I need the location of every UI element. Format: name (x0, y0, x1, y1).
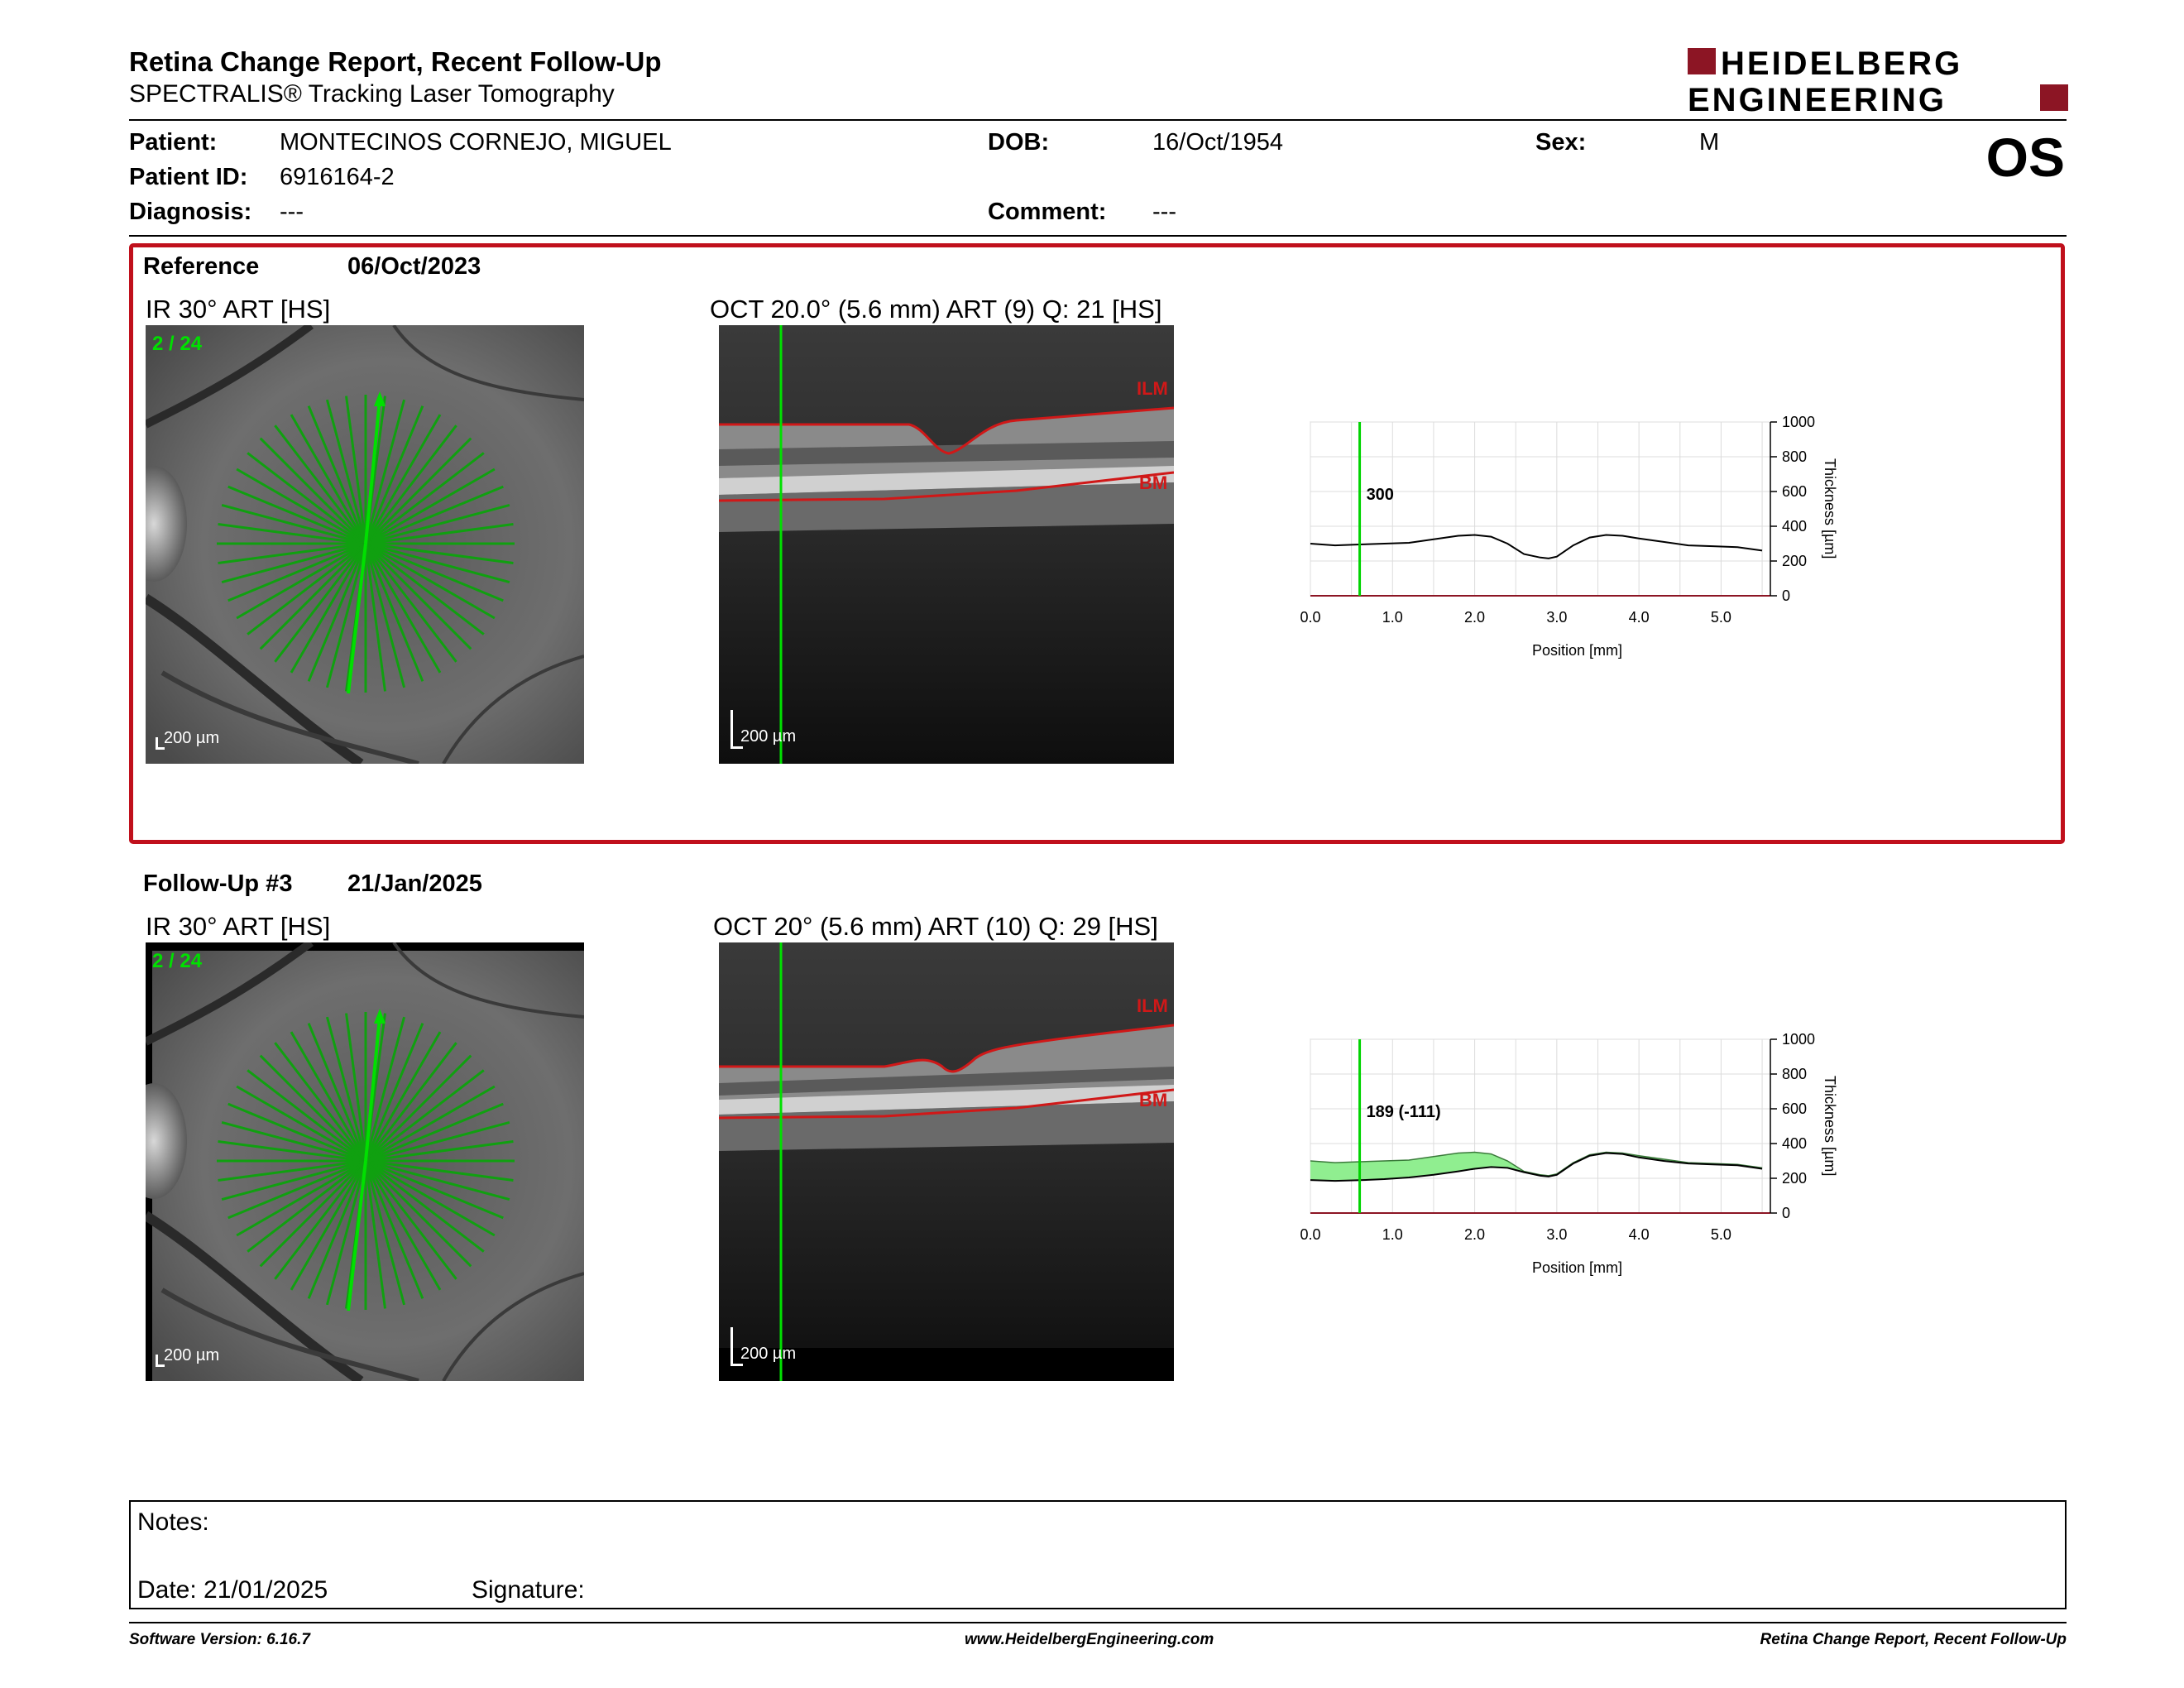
followup-chart-y-tick: 800 (1782, 1066, 1807, 1082)
followup-bm-label: BM (1139, 1090, 1167, 1110)
followup-ir-scalebar (156, 1355, 165, 1367)
reference-chart-y-tick: 400 (1782, 518, 1807, 535)
followup-oct-bscan[interactable]: ILM BM 200 µm (719, 942, 1174, 1381)
reference-ir-scalebar (156, 737, 165, 750)
patient-id-label: Patient ID: (129, 164, 248, 190)
followup-ilm-label: ILM (1137, 995, 1168, 1016)
followup-thickness-chart[interactable]: 0.0 1.0 2.0 3.0 4.0 5.0 0 200 400 600 800 1000 Posit… (1291, 1023, 1870, 1288)
reference-chart-x-tick: 2.0 (1464, 609, 1485, 626)
comment: --- (1152, 199, 1176, 225)
website-link[interactable]: www.HeidelbergEngineering.com (965, 1631, 1214, 1648)
comment-label: Comment: (988, 199, 1107, 225)
reference-chart-ylabel: Thickness [µm] (1822, 458, 1838, 559)
diagnosis-label: Diagnosis: (129, 199, 252, 225)
dob-label: DOB: (988, 129, 1050, 156)
reference-ir-label: IR 30° ART [HS] (146, 295, 331, 324)
followup-chart-x-tick: 0.0 (1300, 1226, 1320, 1243)
reference-oct-bscan[interactable]: ILM BM 200 µm (719, 325, 1174, 764)
reference-ir-scale: 200 µm (164, 729, 220, 747)
followup-chart-y-tick: 0 (1782, 1205, 1790, 1221)
followup-date: 21/Jan/2025 (347, 870, 482, 897)
patient-id: 6916164-2 (280, 164, 395, 190)
footer-report-name: Retina Change Report, Recent Follow-Up (1760, 1631, 2067, 1648)
reference-chart-y-tick: 0 (1782, 587, 1790, 604)
reference-chart-xlabel: Position [mm] (1532, 642, 1622, 659)
logo-line1: HEIDELBERG (1721, 46, 1962, 82)
logo-line2: ENGINEERING (1688, 82, 1947, 114)
followup-chart-x-tick: 2.0 (1464, 1226, 1485, 1243)
reference-oct-scalebar (730, 710, 743, 749)
followup-chart-x-tick: 4.0 (1629, 1226, 1650, 1243)
followup-chart-difference-area (1310, 1152, 1763, 1182)
reference-ir-image[interactable]: 2 / 24 200 µm (146, 325, 584, 764)
reference-bm-label: BM (1139, 472, 1167, 493)
followup-oct-label: OCT 20° (5.6 mm) ART (10) Q: 29 [HS] (713, 912, 1158, 941)
sex: M (1699, 129, 1720, 156)
followup-chart-series-current (1310, 1152, 1763, 1182)
reference-frame (129, 243, 2065, 844)
patient-divider (129, 235, 2067, 237)
followup-ir-image[interactable]: 2 / 24 200 µm (146, 942, 584, 1381)
signature-label: Signature: (472, 1576, 585, 1604)
reference-chart-y-tick: 600 (1782, 483, 1807, 500)
followup-chart-annotation: 189 (-111) (1367, 1103, 1441, 1121)
followup-ir-label: IR 30° ART [HS] (146, 912, 331, 941)
reference-oct-label: OCT 20.0° (5.6 mm) ART (9) Q: 21 [HS] (710, 295, 1162, 324)
reference-chart-x-tick: 5.0 (1711, 609, 1731, 626)
followup-chart-plot-area (1310, 1038, 1771, 1214)
followup-chart-x-tick: 5.0 (1711, 1226, 1731, 1243)
followup-ir-counter: 2 / 24 (152, 950, 203, 972)
reference-chart-x-tick: 1.0 (1382, 609, 1403, 626)
report-subtitle: SPECTRALIS® Tracking Laser Tomography (129, 80, 615, 108)
followup-chart-x-tick: 3.0 (1546, 1226, 1567, 1243)
reference-chart-plot-area (1310, 421, 1771, 597)
eye-indicator: OS (1985, 127, 2065, 188)
reference-ilm-label: ILM (1137, 378, 1168, 399)
reference-chart-annotation: 300 (1367, 486, 1394, 504)
followup-chart-xlabel: Position [mm] (1532, 1259, 1622, 1276)
followup-chart-series-reference (1310, 1151, 1763, 1177)
software-version: Software Version: 6.16.7 (129, 1631, 310, 1648)
followup-chart-x-tick: 1.0 (1382, 1226, 1403, 1243)
followup-chart-y-tick: 200 (1782, 1170, 1807, 1187)
diagnosis: --- (280, 199, 304, 225)
followup-chart-ylabel: Thickness [µm] (1822, 1076, 1838, 1176)
notes-box[interactable]: Notes: Date: 21/01/2025 Signature: (129, 1500, 2067, 1609)
footer-divider (129, 1622, 2067, 1623)
followup-scan-pattern (217, 1012, 515, 1310)
reference-chart-x-tick: 0.0 (1300, 609, 1320, 626)
reference-chart-series (1310, 534, 1763, 559)
notes-date: Date: 21/01/2025 (137, 1576, 328, 1604)
followup-ir-scale: 200 µm (164, 1346, 220, 1364)
followup-oct-scale: 200 µm (740, 1345, 797, 1363)
sex-label: Sex: (1535, 129, 1587, 156)
followup-oct-scalebar (730, 1327, 743, 1366)
reference-chart-x-tick: 4.0 (1629, 609, 1650, 626)
reference-scan-pattern (217, 395, 515, 693)
reference-date: 06/Oct/2023 (347, 253, 481, 280)
dob: 16/Oct/1954 (1152, 129, 1283, 156)
reference-ir-counter: 2 / 24 (152, 333, 203, 355)
followup-chart-y-tick: 400 (1782, 1135, 1807, 1152)
reference-thickness-chart[interactable]: 0.0 1.0 2.0 3.0 4.0 5.0 0 200 400 600 800 1000 Posit… (1291, 405, 1870, 670)
reference-label: Reference (143, 253, 260, 280)
followup-chart-y-tick: 1000 (1782, 1031, 1815, 1048)
reference-chart-x-tick: 3.0 (1546, 609, 1567, 626)
reference-chart-y-tick: 800 (1782, 448, 1807, 465)
report-title: Retina Change Report, Recent Follow-Up (129, 46, 662, 77)
reference-oct-scale: 200 µm (740, 727, 797, 746)
reference-chart-y-tick: 1000 (1782, 414, 1815, 430)
followup-label: Follow-Up #3 (143, 870, 293, 897)
heidelberg-logo: HEIDELBERG ENGINEERING (1688, 45, 2068, 118)
patient-name: MONTECINOS CORNEJO, MIGUEL (280, 129, 672, 156)
header-divider (129, 119, 2067, 121)
notes-label: Notes: (137, 1508, 209, 1536)
reference-chart-y-tick: 200 (1782, 553, 1807, 569)
patient-name-label: Patient: (129, 129, 218, 156)
followup-chart-y-tick: 600 (1782, 1101, 1807, 1117)
